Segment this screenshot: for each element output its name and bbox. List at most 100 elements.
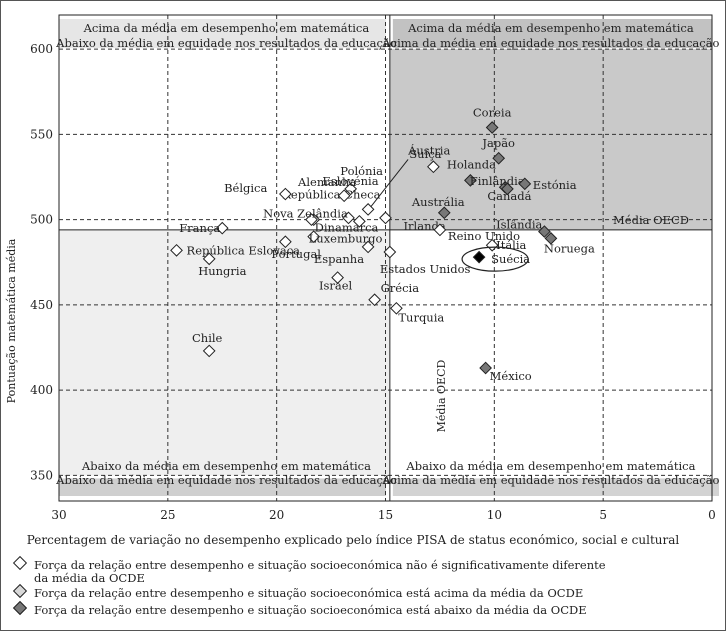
x-tick-label: 30 (51, 508, 66, 522)
data-point-canada (501, 182, 514, 196)
data-point-estonia (518, 177, 532, 191)
data-label-coreia: Coreia (473, 106, 512, 120)
data-label-suecia: Suécia (491, 252, 530, 266)
data-label-republica-checa: República Checa (282, 187, 380, 201)
legend-label-above: Força da relação entre desempenho e situ… (34, 586, 584, 600)
data-point-grecia (368, 293, 381, 307)
data-label-chile: Chile (192, 331, 223, 345)
legend-item-average: Força da relação entre desempenho e situ… (12, 555, 615, 585)
data-label-dinamarca: Dinamarca (315, 221, 379, 235)
data-label-grecia: Grécia (381, 281, 420, 295)
data-label-estados-unidos: Estados Unidos (380, 262, 471, 276)
plot-area-border (58, 14, 713, 502)
data-label-canada: Canadá (487, 189, 531, 203)
data-point-islandia (538, 225, 551, 238)
legend-item-above: Força da relação entre desempenho e situ… (12, 583, 584, 600)
data-point-alemanha (337, 189, 351, 203)
x-tick-label: 20 (269, 508, 284, 522)
y-tick-label: 350 (30, 468, 53, 482)
data-point-reino-unido (433, 223, 447, 237)
data-point-hungria (202, 252, 216, 266)
legend-item-below: Força da relação entre desempenho e situ… (12, 600, 587, 617)
data-label-australia: Austrália (411, 195, 465, 209)
data-point-coreia (485, 121, 499, 134)
data-point-turquia (390, 301, 403, 315)
data-label-polonia: Polónia (340, 164, 383, 178)
x-tick-label: 15 (378, 508, 393, 522)
data-point-republica-checa (353, 214, 366, 228)
x-tick-label: 25 (160, 508, 175, 522)
quadrant-band-bottom-left (59, 478, 386, 496)
data-label-islandia: Islândia (496, 218, 542, 232)
data-point-polonia (344, 182, 358, 196)
oecd-mean-x-label: Média OECD (435, 359, 448, 432)
data-label-portugal: Portugal (271, 247, 321, 261)
data-point-belgica (279, 187, 292, 201)
data-point-espanha (361, 240, 375, 254)
data-label-nova-zelandia: Nova Zelândia (263, 207, 348, 221)
data-label-israel: Israel (319, 279, 353, 293)
data-point-nova-zelandia (305, 213, 318, 226)
y-tick-label: 500 (30, 213, 53, 227)
data-point-portugal (279, 235, 292, 249)
data-point-israel (331, 271, 344, 284)
legend-dark-diamond-icon (12, 600, 28, 616)
y-axis-title: Pontuação matemática média (5, 238, 18, 403)
quadrant-bottom-left-shade (59, 229, 390, 476)
x-axis-title: Percentagem de variação no desempenho ex… (27, 533, 680, 547)
legend-label-below: Força da relação entre desempenho e situ… (34, 603, 587, 617)
data-label-estonia: Estónia (533, 178, 577, 192)
data-label-holanda: Holanda (447, 157, 496, 171)
data-label-reino-unido: Reino Unido (448, 229, 520, 243)
data-point-mexico (479, 361, 492, 375)
data-label-austria: Áustria (407, 143, 450, 157)
quadrant-label-top-right-line2: Acima da média em equidade nos resultado… (381, 36, 719, 50)
data-label-turquia: Turquia (398, 310, 444, 324)
data-point-noruega (544, 232, 558, 245)
data-point-japao (492, 151, 506, 165)
legend-label-average: Força da relação entre desempenho e situ… (34, 558, 606, 585)
legend-light-diamond-icon (12, 583, 28, 599)
data-point-chile (202, 344, 216, 358)
data-point-suica (427, 160, 440, 174)
quadrant-label-top-left-line2: Abaixo da média em equidade nos resultad… (55, 36, 397, 50)
legend-white-diamond-icon (12, 555, 28, 571)
data-point-luxemburgo (307, 230, 321, 244)
y-tick-label: 400 (30, 383, 53, 397)
y-tick-label: 550 (30, 127, 53, 141)
data-label-finlandia: Finlândia (470, 174, 525, 188)
data-label-hungria: Hungria (198, 264, 246, 278)
x-tick-label: 5 (599, 508, 607, 522)
data-point-irlanda (379, 211, 392, 225)
y-tick-label: 450 (30, 298, 53, 312)
data-point-australia (437, 206, 451, 220)
data-label-alemanha: Alemanha (297, 175, 356, 189)
data-point-italia (485, 238, 499, 252)
data-point-eslovenia (342, 211, 355, 225)
quadrant-label-bottom-left-line1: Abaixo da média em desempenho em matemát… (81, 459, 371, 473)
x-tick-label: 10 (487, 508, 502, 522)
x-tick-label: 0 (708, 508, 716, 522)
oecd-mean-y-label: Média OECD (613, 213, 689, 227)
quadrant-label-bottom-right-line2: Acima da média em equidade nos resultado… (381, 473, 719, 487)
leader-line-austria (370, 159, 409, 207)
data-point-republica-eslovaca (170, 243, 183, 257)
data-label-mexico: México (490, 369, 532, 383)
data-label-japao: Japão (481, 136, 515, 150)
quadrant-band-top-right (392, 19, 712, 49)
data-point-franca (215, 221, 229, 235)
data-label-suica: Suíça (409, 147, 441, 161)
quadrant-label-top-left-line1: Acima da média em desempenho em matemáti… (83, 21, 370, 35)
data-point-austria (361, 203, 375, 216)
data-label-franca: França (179, 221, 220, 235)
data-label-eslovenia: Eslovénia (322, 174, 378, 188)
quadrant-label-bottom-left-line2: Abaixo da média em equidade nos resultad… (55, 473, 397, 487)
data-label-noruega: Noruega (544, 241, 595, 255)
data-label-republica-eslovaca: República Eslovaca (187, 243, 301, 257)
quadrant-top-right-shade (389, 49, 712, 230)
data-label-luxemburgo: Luxemburgo (309, 232, 383, 246)
quadrant-band-top-left (59, 19, 386, 49)
data-label-italia: Itália (496, 238, 526, 252)
